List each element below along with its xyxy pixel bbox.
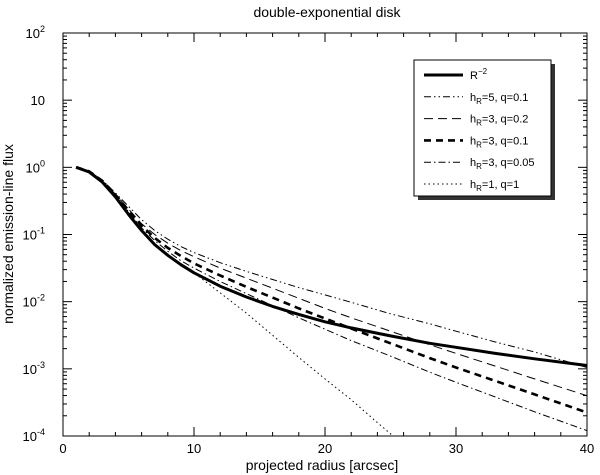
legend-label-2: hR=5, q=0.1 xyxy=(470,92,528,106)
x-tick-label: 40 xyxy=(580,441,594,456)
series-line-5 xyxy=(75,166,588,432)
series-line-3 xyxy=(75,166,588,397)
series-line-1 xyxy=(75,165,588,367)
y-tick-label: 10-2 xyxy=(23,293,45,310)
y-tick-label: 10-3 xyxy=(23,360,45,377)
x-axis-label: projected radius [arcsec] xyxy=(246,457,399,473)
series-layer xyxy=(75,165,588,437)
x-tick-label: 0 xyxy=(59,441,66,456)
legend-label-4: hR=3, q=0.1 xyxy=(470,135,528,149)
legend-label-6: hR=1, q=1 xyxy=(470,179,519,193)
y-tick-label: 10 xyxy=(31,93,45,108)
legend-label-5: hR=3, q=0.05 xyxy=(470,157,535,171)
legend: R−2 hR=5, q=0.1 hR=3, q=0.2 hR=3, q=0.1 hR=3… xyxy=(413,59,555,200)
chart-title: double-exponential disk xyxy=(253,4,401,20)
y-tick-label: 102 xyxy=(26,24,45,41)
y-tick-label: 100 xyxy=(26,158,45,175)
series-line-6 xyxy=(75,166,394,437)
x-tick-label: 30 xyxy=(449,441,463,456)
y-tick-label: 10-4 xyxy=(23,427,45,444)
x-tick-label: 20 xyxy=(318,441,332,456)
y-tick-label: 10-1 xyxy=(23,226,45,243)
legend-label-3: hR=3, q=0.2 xyxy=(470,114,528,128)
tick-layer: 0 10 20 30 40 10-4 10-3 10-2 10-1 100 10 102 xyxy=(23,24,595,456)
legend-label-1: R−2 xyxy=(470,67,488,82)
series-line-2 xyxy=(75,166,588,368)
series-line-4 xyxy=(75,166,588,414)
y-axis-label: normalized emission-line flux xyxy=(0,144,16,324)
legend-box xyxy=(413,59,552,197)
x-tick-label: 10 xyxy=(187,441,201,456)
